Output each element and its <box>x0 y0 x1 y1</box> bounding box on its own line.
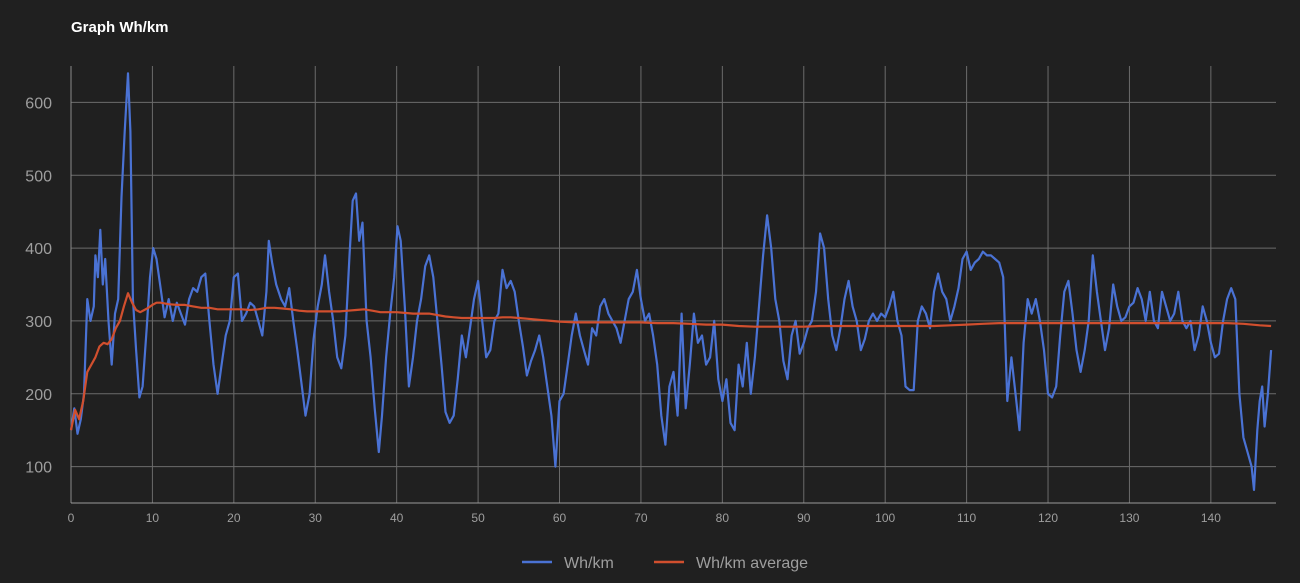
y-tick-label: 300 <box>25 314 52 331</box>
x-tick-label: 80 <box>716 511 730 525</box>
y-tick-label: 500 <box>25 168 52 185</box>
y-tick-label: 400 <box>25 241 52 258</box>
x-tick-label: 110 <box>957 511 976 525</box>
x-tick-label: 90 <box>797 511 811 525</box>
x-tick-label: 10 <box>146 511 160 525</box>
y-tick-label: 600 <box>25 95 52 112</box>
x-tick-label: 60 <box>553 511 567 525</box>
x-tick-label: 70 <box>634 511 648 525</box>
x-tick-label: 100 <box>875 511 895 525</box>
x-tick-label: 30 <box>309 511 323 525</box>
x-tick-label: 130 <box>1119 511 1139 525</box>
x-tick-label: 20 <box>227 511 241 525</box>
x-tick-label: 40 <box>390 511 404 525</box>
y-tick-label: 100 <box>25 460 52 477</box>
chart-title: Graph Wh/km <box>71 19 169 36</box>
x-tick-label: 0 <box>68 511 75 525</box>
legend-label: Wh/km average <box>696 555 808 572</box>
series-line-wh-km-average <box>69 292 1272 431</box>
x-tick-label: 50 <box>471 511 485 525</box>
series-line-wh-km <box>69 72 1273 491</box>
legend-label: Wh/km <box>564 555 614 572</box>
x-tick-label: 120 <box>1038 511 1058 525</box>
x-tick-label: 140 <box>1201 511 1221 525</box>
y-tick-label: 200 <box>25 387 52 404</box>
